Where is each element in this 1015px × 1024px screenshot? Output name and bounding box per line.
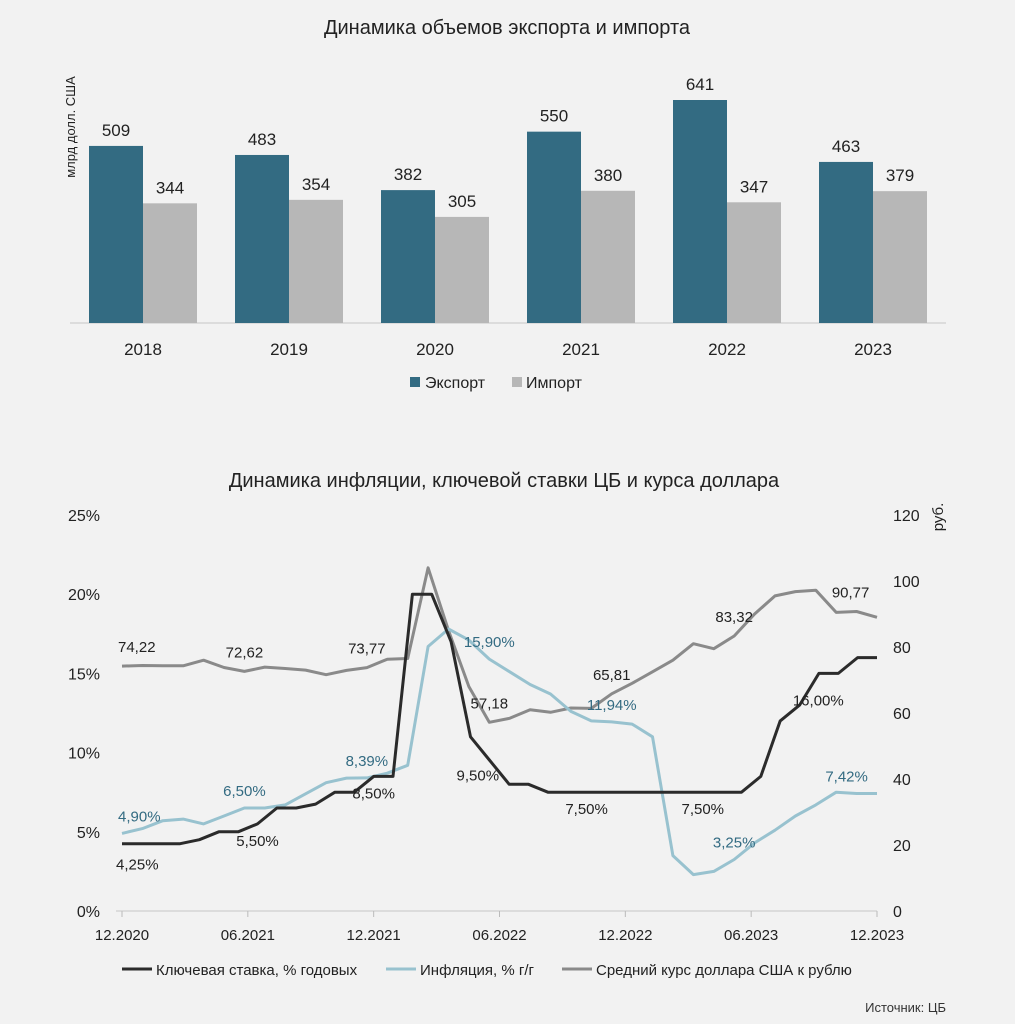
inflation-line: [121, 627, 877, 877]
right-axis-label: руб.: [930, 503, 947, 532]
data-label: 5,50%: [236, 833, 279, 850]
bar-value-label: 354: [302, 175, 330, 194]
bar-category-2021: 2021: [562, 340, 600, 359]
key-rate-line: [122, 592, 877, 846]
left-tick: 25%: [68, 508, 100, 525]
bar-import-2022: [727, 202, 781, 323]
x-tick-label: 12.2020: [95, 927, 149, 944]
line-chart-title: Динамика инфляции, ключевой ставки ЦБ и …: [229, 470, 780, 492]
right-tick: 80: [893, 640, 911, 657]
right-tick: 40: [893, 772, 911, 789]
left-tick: 20%: [68, 587, 100, 604]
bar-marks: 509 344 483 354 382 305 550 380 641 347 463 379: [89, 75, 927, 323]
data-label: 9,50%: [457, 768, 500, 785]
x-tick-label: 06.2023: [724, 927, 778, 944]
right-tick: 60: [893, 706, 911, 723]
bar-value-label: 509: [102, 121, 130, 140]
x-axis-ticks: 12.2020 06.2021 12.2021 06.2022 12.2022 06.20…: [95, 911, 904, 944]
left-tick: 5%: [77, 825, 100, 842]
bar-category-2023: 2023: [854, 340, 892, 359]
bar-value-label: 463: [832, 137, 860, 156]
x-tick-label: 06.2022: [472, 927, 526, 944]
bar-value-label: 305: [448, 192, 476, 211]
bar-export-2023: [819, 161, 873, 323]
bar-category-2020: 2020: [416, 340, 454, 359]
legend-label-export: Экспорт: [425, 375, 486, 392]
line-legend: Ключевая ставка, % годовых Инфляция, % г…: [122, 962, 852, 979]
data-label: 73,77: [348, 641, 386, 658]
bar-chart-ylabel: млрд долл. США: [63, 76, 78, 178]
bar-export-2019: [235, 154, 289, 323]
bar-value-label: 382: [394, 165, 422, 184]
bar-chart-title: Динамика объемов экспорта и импорта: [324, 17, 691, 39]
data-label: 7,50%: [565, 801, 608, 818]
bar-category-2022: 2022: [708, 340, 746, 359]
data-label: 7,42%: [825, 768, 868, 785]
bar-export-2021: [527, 131, 581, 323]
x-tick-label: 12.2021: [347, 927, 401, 944]
bar-export-2020: [381, 190, 435, 323]
legend-label-key-rate: Ключевая ставка, % годовых: [156, 962, 358, 979]
bar-import-2023: [873, 191, 927, 323]
right-tick: 120: [893, 508, 920, 525]
bar-chart: Динамика объемов экспорта и импорта млрд…: [63, 17, 946, 392]
data-label: 3,25%: [713, 835, 756, 852]
x-tick-label: 12.2023: [850, 927, 904, 944]
data-label: 8,50%: [352, 785, 395, 802]
right-tick: 0: [893, 904, 902, 921]
bar-legend: Экспорт Импорт: [410, 375, 583, 392]
x-tick-label: 12.2022: [598, 927, 652, 944]
bar-export-2022: [673, 100, 727, 323]
bar-category-2019: 2019: [270, 340, 308, 359]
legend-label-usd: Средний курс доллара США к рублю: [596, 962, 852, 979]
bar-category-labels: 2018 2019 2020 2021 2022 2023: [124, 340, 892, 359]
line-chart: Динамика инфляции, ключевой ставки ЦБ и …: [68, 470, 947, 979]
data-label: 16,00%: [793, 692, 844, 709]
data-label: 4,90%: [118, 808, 161, 825]
right-tick: 100: [893, 574, 920, 591]
data-label: 4,25%: [116, 857, 159, 874]
bar-import-2021: [581, 190, 635, 323]
bar-import-2020: [435, 216, 489, 323]
data-label: 83,32: [715, 609, 753, 626]
right-axis-ticks: 0 20 40 60 80 100 120: [893, 508, 920, 921]
bar-value-label: 347: [740, 177, 768, 196]
right-tick: 20: [893, 838, 911, 855]
data-label: 74,22: [118, 639, 156, 656]
bar-import-2019: [289, 199, 343, 323]
data-label: 11,94%: [587, 697, 637, 714]
bar-export-2018: [89, 145, 143, 323]
line-series: [121, 566, 878, 877]
bar-value-label: 380: [594, 166, 622, 185]
data-label: 65,81: [593, 667, 631, 684]
data-label: 6,50%: [223, 783, 266, 800]
left-tick: 0%: [77, 904, 100, 921]
data-label: 72,62: [226, 644, 264, 661]
bar-value-label: 550: [540, 107, 568, 126]
bar-value-label: 641: [686, 75, 714, 94]
data-label: 57,18: [471, 695, 509, 712]
legend-swatch-import: [512, 377, 522, 387]
bar-category-2018: 2018: [124, 340, 162, 359]
line-data-labels: 4,25% 5,50% 8,50% 9,50% 7,50% 7,50% 16,00% 4,90…: [116, 584, 869, 873]
legend-swatch-export: [410, 377, 420, 387]
data-label: 8,39%: [346, 753, 389, 770]
legend-label-inflation: Инфляция, % г/г: [420, 962, 535, 979]
source-note: Источник: ЦБ: [865, 1000, 946, 1015]
usd-rate-line: [121, 566, 878, 724]
data-label: 7,50%: [681, 801, 724, 818]
bar-value-label: 483: [248, 130, 276, 149]
bar-value-label: 344: [156, 178, 184, 197]
legend-label-import: Импорт: [526, 375, 583, 392]
left-tick: 15%: [68, 666, 100, 683]
data-label: 15,90%: [464, 634, 515, 651]
x-tick-label: 06.2021: [221, 927, 275, 944]
left-axis-ticks: 0% 5% 10% 15% 20% 25%: [68, 508, 100, 921]
data-label: 90,77: [832, 584, 870, 601]
left-tick: 10%: [68, 746, 100, 763]
bar-value-label: 379: [886, 166, 914, 185]
bar-import-2018: [143, 203, 197, 323]
